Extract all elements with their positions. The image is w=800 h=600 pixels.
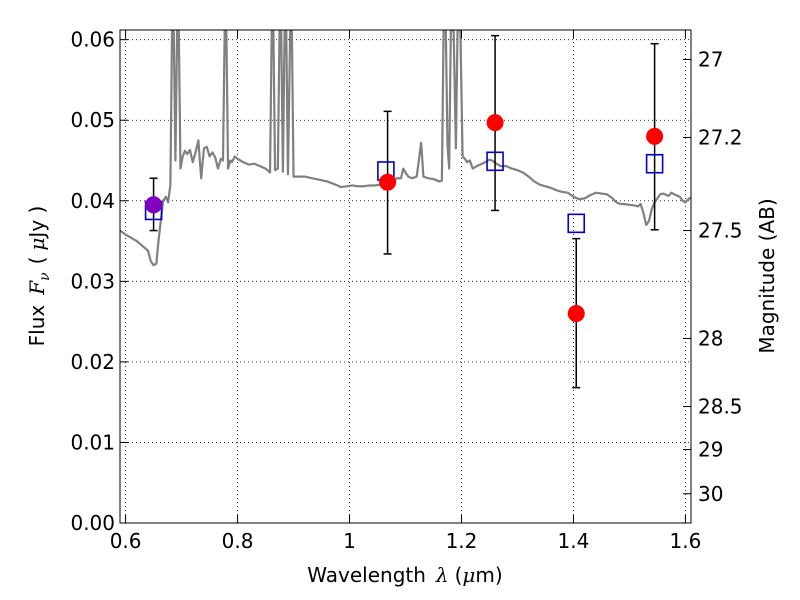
right-tick-label: 27.2 <box>698 125 743 149</box>
y-tick-label: 0.02 <box>70 350 115 374</box>
y-tick-label: 0.01 <box>70 430 115 454</box>
observed-point <box>567 305 585 323</box>
model-spectrum <box>120 30 691 267</box>
x-axis-label-unit-open: ( <box>455 563 463 587</box>
right-tick-label: 30 <box>698 482 723 506</box>
y-axis-label-unit-rest: Jy ) <box>25 206 49 240</box>
x-tick-label: 1.2 <box>446 529 478 553</box>
x-axis-label-symbol: λ <box>435 563 449 587</box>
error-bars <box>149 34 659 389</box>
y-tick-label: 0.05 <box>70 108 115 132</box>
y-axis-label-symbol: F <box>25 280 49 296</box>
x-tick-label: 1.4 <box>558 529 590 553</box>
model-spectrum-line <box>120 30 691 267</box>
y-tick-label: 0.00 <box>70 511 115 535</box>
right-tick-label: 27 <box>698 47 723 71</box>
y-tick-label: 0.06 <box>70 28 115 52</box>
x-tick-label: 0.6 <box>110 529 142 553</box>
right-tick-label: 27.5 <box>698 219 743 243</box>
plot-frame <box>119 29 692 524</box>
x-tick-label: 1.6 <box>669 529 701 553</box>
x-axis-label-prefix: Wavelength <box>307 563 426 587</box>
y-tick-label: 0.04 <box>70 189 115 213</box>
observed-point <box>379 173 397 191</box>
axis-ticks: 0.6 0.8 1 1.2 1.4 1.6 0.00 0.01 0.02 0.03 0.04 0.05… <box>70 28 742 553</box>
observed-point <box>145 196 163 214</box>
y-axis-label: Flux Fν ( μJy ) <box>25 206 53 347</box>
observed-point <box>646 127 664 145</box>
right-tick-label: 28 <box>698 326 723 350</box>
model-photometry-square <box>567 213 586 234</box>
observed-flux-markers <box>145 114 664 323</box>
model-photometry-square <box>645 153 664 174</box>
x-axis-label-unit-rest: m) <box>475 563 502 587</box>
y-axis-label-unit-mu: μ <box>25 238 49 251</box>
y-axis-label-symbol-sub: ν <box>37 272 53 281</box>
x-axis-label: Wavelength λ (μm) <box>307 563 502 587</box>
right-tick-label: 28.5 <box>698 395 743 419</box>
y-axis-label-prefix: Flux <box>25 305 49 347</box>
y-axis-label-unit-open: ( <box>25 257 49 265</box>
observed-point <box>486 114 504 132</box>
x-tick-label: 1 <box>343 529 356 553</box>
x-tick-label: 0.8 <box>222 529 254 553</box>
model-photometry-square <box>486 151 504 172</box>
model-photometry-markers <box>144 151 664 234</box>
right-axis-label: Magnitude (AB) <box>755 198 779 353</box>
y-tick-label: 0.03 <box>70 269 115 293</box>
right-tick-label: 29 <box>698 438 723 462</box>
grid-lines <box>120 30 691 523</box>
x-axis-label-unit-mu: μ <box>462 563 475 587</box>
